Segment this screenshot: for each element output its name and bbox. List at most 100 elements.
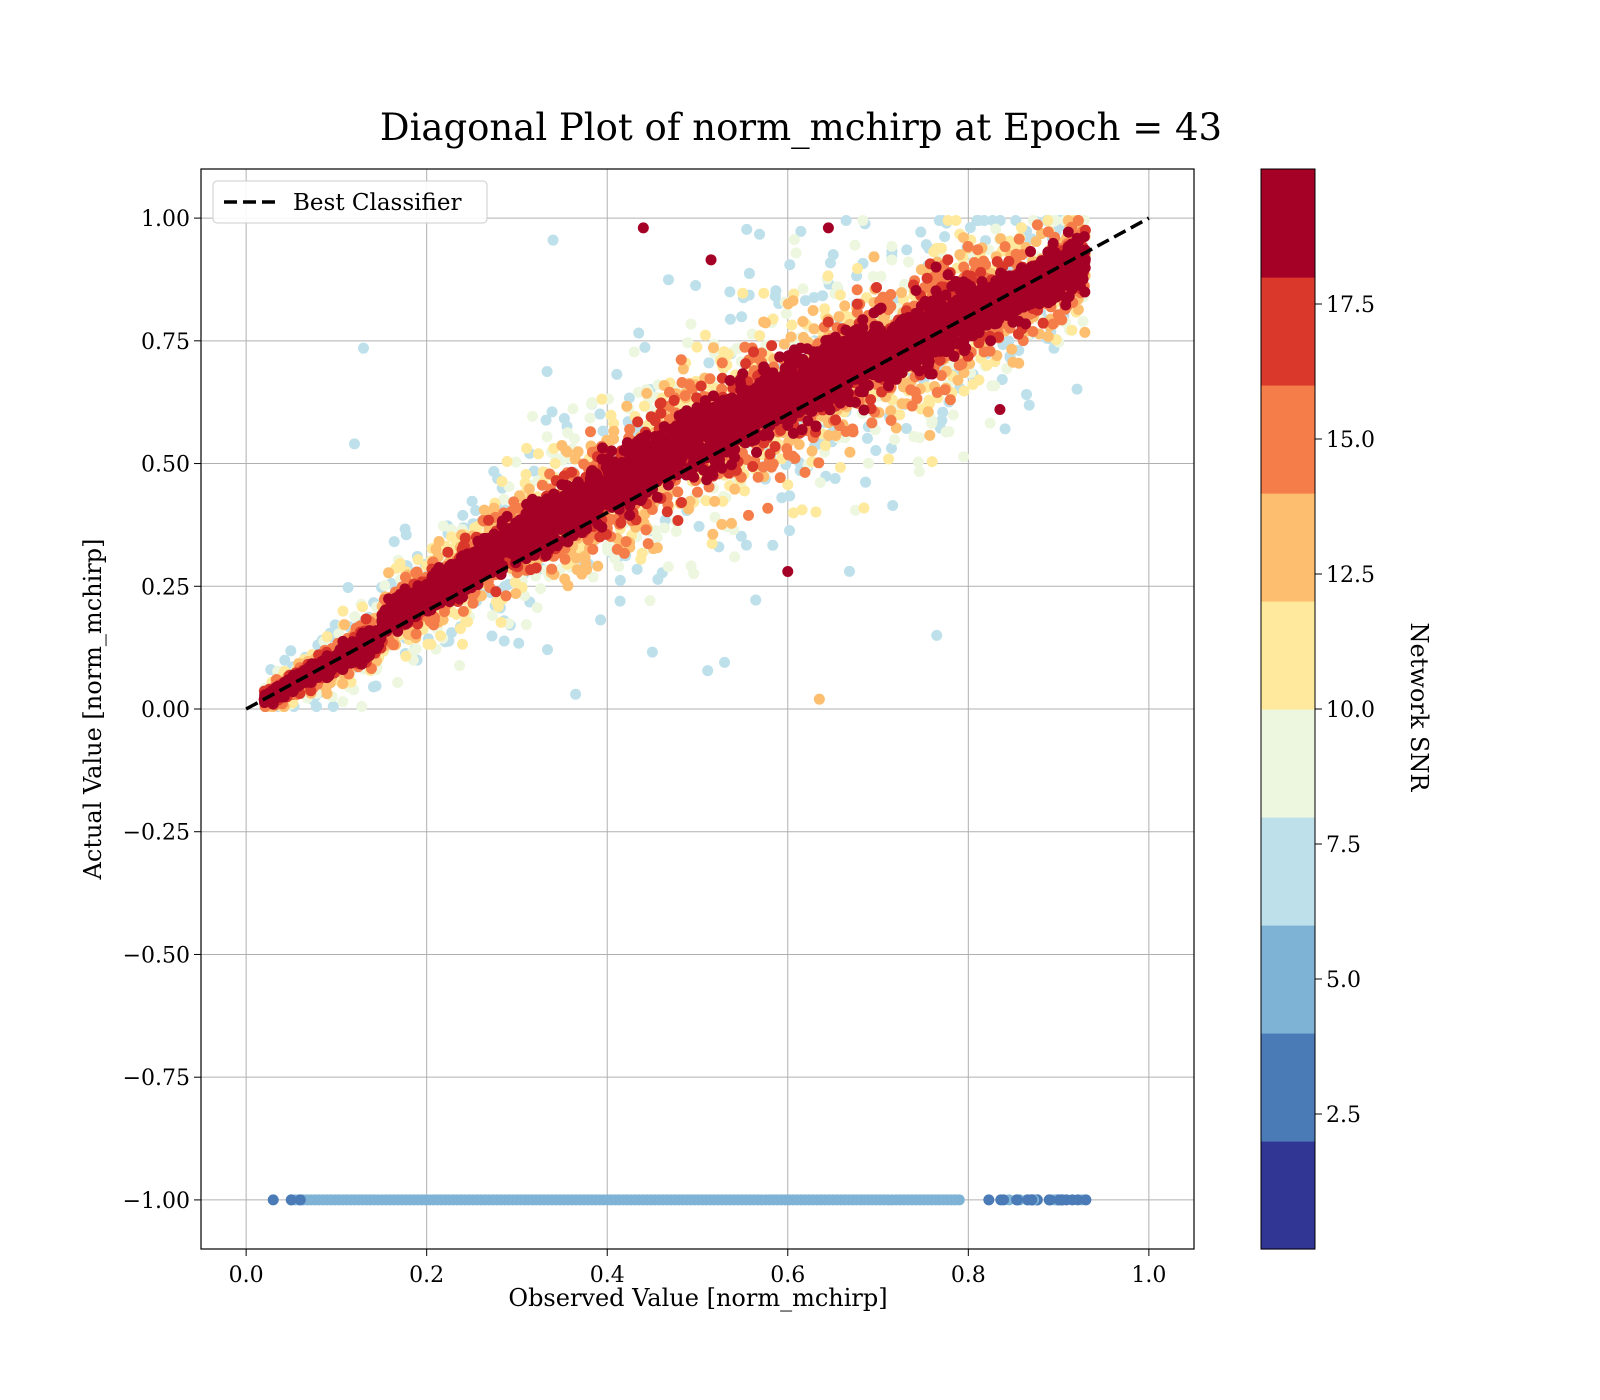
scatter-point <box>724 313 736 325</box>
scatter-point <box>962 240 974 252</box>
scatter-point <box>356 601 368 613</box>
scatter-point <box>321 688 333 700</box>
scatter-point <box>433 535 445 547</box>
scatter-point <box>1013 233 1025 245</box>
scatter-point <box>457 509 469 521</box>
scatter-point <box>903 256 915 268</box>
scatter-point <box>764 448 776 460</box>
scatter-point <box>942 254 954 266</box>
scatter-point <box>1027 325 1039 337</box>
scatter-point <box>644 595 656 607</box>
scatter-point <box>861 432 873 444</box>
scatter-point <box>459 532 471 544</box>
scatter-point <box>655 407 667 419</box>
scatter-point <box>843 565 855 577</box>
scatter-point <box>787 507 799 519</box>
scatter-point <box>939 384 951 396</box>
scatter-point <box>762 502 774 514</box>
scatter-point <box>741 223 753 235</box>
scatter-point <box>738 485 750 497</box>
scatter-point <box>641 387 653 399</box>
scatter-point <box>621 400 633 412</box>
scatter-point <box>652 573 664 585</box>
scatter-point <box>486 610 498 622</box>
scatter-point <box>1011 1194 1023 1206</box>
scatter-point <box>624 509 636 521</box>
scatter-point <box>996 374 1008 386</box>
scatter-point <box>628 346 640 358</box>
scatter-point <box>774 472 786 484</box>
scatter-point <box>885 442 897 454</box>
scatter-point <box>486 630 498 642</box>
scatter-point <box>822 316 834 328</box>
scatter-point <box>709 511 721 523</box>
scatter-point <box>833 311 845 323</box>
scatter-point <box>690 280 702 292</box>
scatter-point <box>994 215 1006 227</box>
scatter-point <box>939 231 951 243</box>
scatter-point <box>860 476 872 488</box>
scatter-point <box>1023 399 1035 411</box>
scatter-point <box>546 563 558 575</box>
scatter-point <box>392 676 404 688</box>
scatter-point <box>498 635 510 647</box>
scatter-point <box>435 630 447 642</box>
scatter-point <box>670 525 682 537</box>
chart-title: Diagonal Plot of norm_mchirp at Epoch = … <box>380 106 1222 150</box>
scatter-point <box>952 374 964 386</box>
scatter-point <box>584 412 596 424</box>
scatter-point <box>584 426 596 438</box>
scatter-point <box>885 300 897 312</box>
scatter-point <box>1047 318 1059 330</box>
scatter-point <box>525 564 537 576</box>
scatter-point <box>950 215 962 227</box>
scatter-point <box>995 1194 1007 1206</box>
scatter-point <box>901 244 913 256</box>
scatter-point <box>478 504 490 516</box>
scatter-point <box>739 341 751 353</box>
scatter-point <box>984 417 996 429</box>
scatter-point <box>1012 328 1024 340</box>
scatter-point <box>799 295 811 307</box>
scatter-point <box>808 323 820 335</box>
scatter-point <box>958 232 970 244</box>
scatter-point <box>889 434 901 446</box>
scatter-point <box>767 539 779 551</box>
scatter-point <box>576 568 588 580</box>
scatter-point <box>695 380 707 392</box>
scatter-point <box>924 398 936 410</box>
scatter-point <box>885 414 897 426</box>
scatter-point <box>847 426 859 438</box>
scatter-point <box>531 602 543 614</box>
scatter-point <box>635 553 647 565</box>
scatter-point <box>887 500 899 512</box>
scatter-point <box>766 340 778 352</box>
scatter-point <box>943 426 955 438</box>
scatter-point <box>1006 343 1018 355</box>
scatter-point <box>789 452 801 464</box>
scatter-point <box>915 226 927 238</box>
scatter-point <box>1042 215 1054 227</box>
scatter-point <box>498 493 510 505</box>
scatter-point <box>743 509 755 521</box>
scatter-point <box>559 573 571 585</box>
scatter-point <box>587 571 599 583</box>
scatter-point <box>886 254 898 266</box>
scatter-point <box>807 304 819 316</box>
scatter-point <box>736 311 748 323</box>
scatter-point <box>776 492 788 504</box>
scatter-point <box>672 486 684 498</box>
scatter-point <box>679 390 691 402</box>
scatter-point <box>958 451 970 463</box>
scatter-point <box>285 1194 297 1206</box>
scatter-point <box>618 547 630 559</box>
scatter-point <box>1031 219 1043 231</box>
scatter-point <box>987 215 999 227</box>
scatter-point <box>967 379 979 391</box>
scatter-point <box>400 529 412 541</box>
scatter-point <box>921 272 933 284</box>
scatter-point <box>796 504 808 516</box>
scatter-point <box>410 628 422 640</box>
scatter-point <box>520 468 532 480</box>
